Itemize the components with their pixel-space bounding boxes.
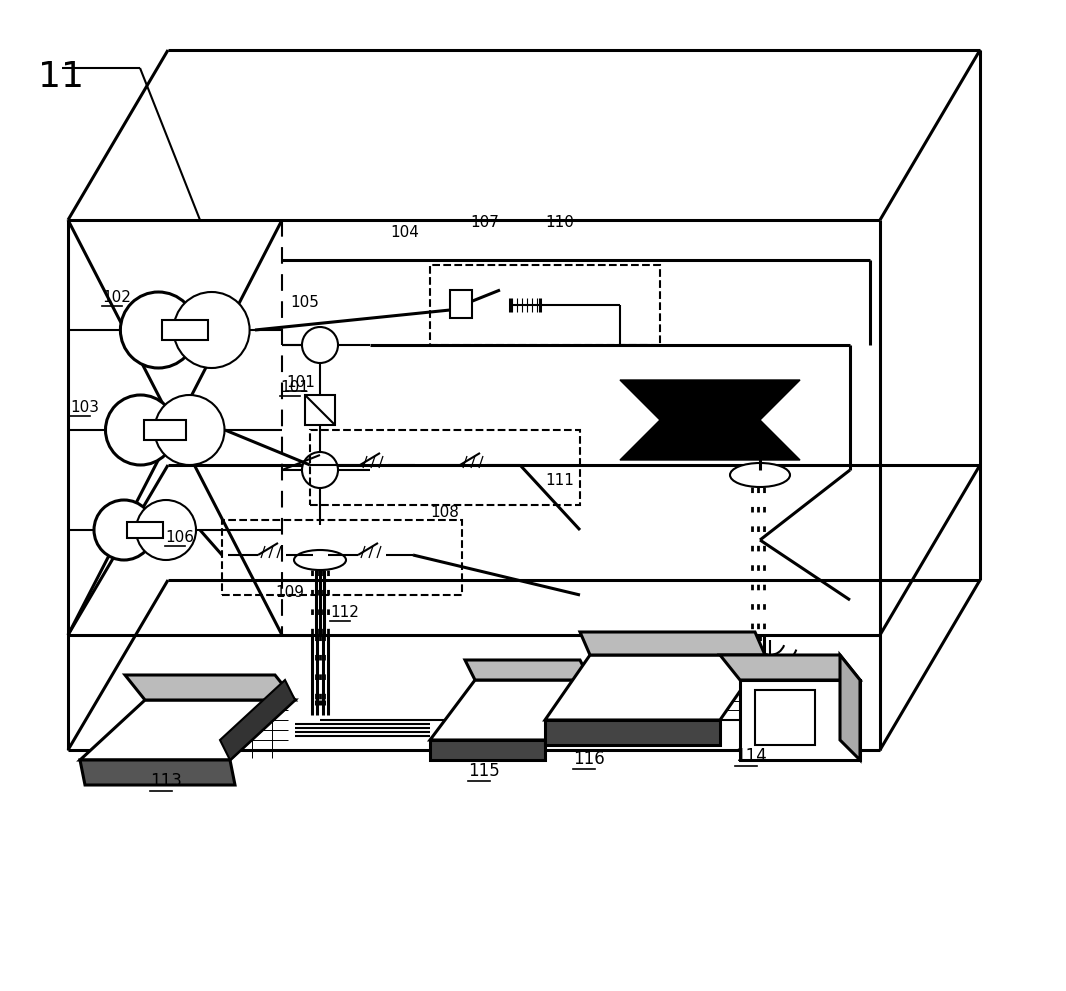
Polygon shape xyxy=(545,720,720,745)
Circle shape xyxy=(302,327,338,363)
Bar xyxy=(310,430,580,505)
Ellipse shape xyxy=(294,550,346,570)
Text: 115: 115 xyxy=(468,762,500,780)
Circle shape xyxy=(106,395,176,465)
Text: 107: 107 xyxy=(470,215,499,230)
Text: 116: 116 xyxy=(574,750,604,768)
Ellipse shape xyxy=(730,463,790,487)
Polygon shape xyxy=(740,680,860,760)
Text: 102: 102 xyxy=(102,290,131,305)
Circle shape xyxy=(174,292,249,368)
Bar xyxy=(222,520,462,595)
Text: 109: 109 xyxy=(275,585,304,600)
Polygon shape xyxy=(220,680,295,760)
Circle shape xyxy=(136,500,196,560)
Text: 103: 103 xyxy=(70,400,99,415)
Bar xyxy=(755,690,815,745)
Text: 11: 11 xyxy=(38,60,84,94)
Text: 101: 101 xyxy=(286,375,314,390)
Bar xyxy=(144,420,185,440)
Bar xyxy=(127,521,163,538)
Text: 108: 108 xyxy=(430,505,458,520)
Circle shape xyxy=(302,452,338,488)
Polygon shape xyxy=(430,680,589,740)
Polygon shape xyxy=(465,660,589,680)
Bar xyxy=(305,395,335,425)
Polygon shape xyxy=(620,380,800,460)
Text: 110: 110 xyxy=(545,215,574,230)
Bar xyxy=(430,265,660,345)
Text: 104: 104 xyxy=(390,225,419,240)
Polygon shape xyxy=(840,655,860,760)
Polygon shape xyxy=(545,655,765,720)
Text: 101: 101 xyxy=(280,380,309,395)
Text: 114: 114 xyxy=(734,747,766,765)
Bar xyxy=(450,290,472,318)
Polygon shape xyxy=(720,655,860,680)
Text: 111: 111 xyxy=(545,473,574,488)
Circle shape xyxy=(120,292,196,368)
Text: 112: 112 xyxy=(330,605,359,620)
Circle shape xyxy=(94,500,154,560)
Circle shape xyxy=(155,395,225,465)
Polygon shape xyxy=(80,760,235,785)
Text: 105: 105 xyxy=(290,295,319,310)
Polygon shape xyxy=(430,740,545,760)
Polygon shape xyxy=(580,632,765,655)
Polygon shape xyxy=(125,675,295,700)
Text: 106: 106 xyxy=(165,530,194,545)
Polygon shape xyxy=(80,700,295,760)
Bar xyxy=(162,319,208,341)
Text: 113: 113 xyxy=(150,772,182,790)
